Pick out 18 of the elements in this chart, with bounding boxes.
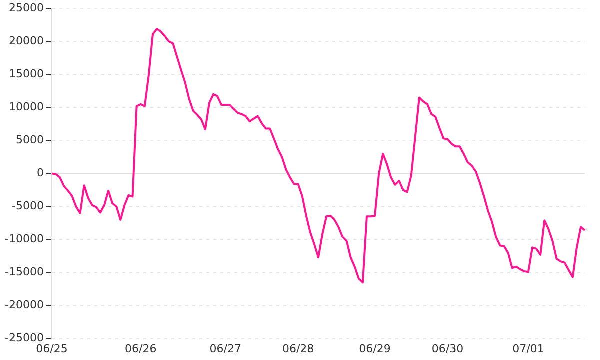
y-tick-label: 5000 <box>16 134 44 147</box>
y-tick-label: 10000 <box>9 100 44 114</box>
x-tick-label: 06/30 <box>432 342 464 356</box>
y-tick-label: 15000 <box>9 68 44 80</box>
x-tick-label: 07/01 <box>512 342 544 356</box>
y-tick-label: -15000 <box>5 266 44 279</box>
y-tick-label: 20000 <box>9 34 44 48</box>
x-tick-label: 06/28 <box>282 342 314 356</box>
x-tick-label: 06/29 <box>359 342 391 356</box>
x-tick-label: 06/25 <box>36 342 68 356</box>
y-tick-label: -10000 <box>5 232 44 246</box>
y-tick-label: -20000 <box>5 298 44 312</box>
y-tick-label: 25000 <box>9 1 44 14</box>
y-tick-label: -5000 <box>12 200 44 213</box>
x-tick-label: 06/26 <box>124 342 157 356</box>
x-tick-label: 06/27 <box>210 342 242 356</box>
y-tick-label: -25000 <box>5 332 44 345</box>
y-tick-label: 0 <box>37 166 44 180</box>
